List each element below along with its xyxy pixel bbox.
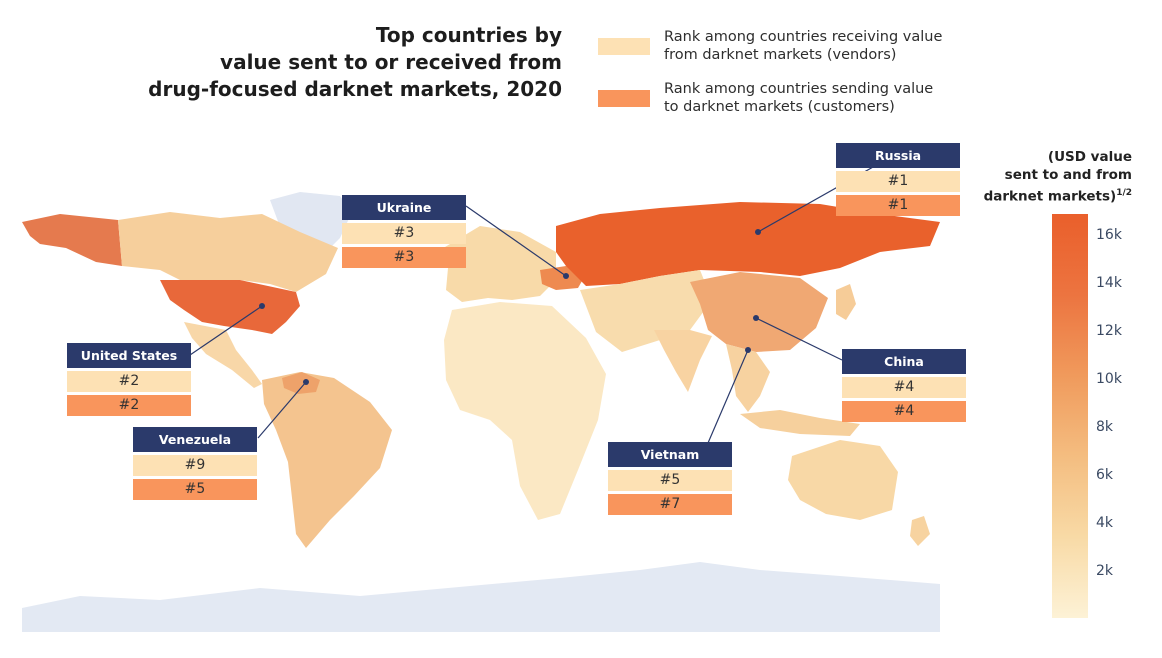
callout-country-name: Vietnam (608, 442, 732, 467)
callout-country-name: United States (67, 343, 191, 368)
leader-line-china (755, 317, 843, 361)
legend-customers-line-2: to darknet markets (customers) (664, 99, 895, 115)
antarctica (22, 562, 940, 632)
leader-line-vietnam (707, 349, 749, 444)
legend-swatch-vendors (598, 38, 650, 55)
leader-line-ukraine (465, 205, 567, 277)
legend-vendors-line-2: from darknet markets (vendors) (664, 47, 897, 63)
alaska (22, 214, 122, 266)
marker-venezuela (303, 379, 309, 385)
leader-line-united-states (189, 305, 263, 356)
legend-swatch-customers (598, 90, 650, 107)
africa (444, 302, 606, 520)
vendor-rank: #9 (133, 455, 257, 476)
vendor-rank: #2 (67, 371, 191, 392)
legend-item-vendors: Rank among countries receiving value fro… (598, 28, 998, 74)
marker-ukraine (563, 273, 569, 279)
marker-vietnam (745, 347, 751, 353)
scale-tick: 12k (1096, 323, 1122, 339)
legend-item-customers: Rank among countries sending value to da… (598, 80, 998, 126)
customer-rank: #4 (842, 401, 966, 422)
callout-china: China #4 #4 (842, 349, 966, 422)
scale-tick: 10k (1096, 371, 1122, 387)
callout-united-states: United States #2 #2 (67, 343, 191, 416)
vendor-rank: #4 (842, 377, 966, 398)
scale-tick: 8k (1096, 419, 1114, 435)
customer-rank: #3 (342, 247, 466, 268)
callout-venezuela: Venezuela #9 #5 (133, 427, 257, 500)
indonesia (740, 410, 860, 436)
mexico-central-america (184, 322, 262, 388)
china (690, 272, 828, 352)
scale-title-line-1: (USD value (1047, 149, 1132, 165)
callout-country-name: China (842, 349, 966, 374)
leader-line-venezuela (257, 381, 307, 439)
india (654, 330, 712, 392)
scale-tick: 6k (1096, 467, 1114, 483)
new-zealand (910, 516, 930, 546)
legend-label-customers: Rank among countries sending value to da… (664, 80, 994, 116)
europe (440, 226, 556, 302)
legend-label-vendors: Rank among countries receiving value fro… (664, 28, 994, 64)
marker-china (753, 315, 759, 321)
color-scale-bar (1052, 214, 1088, 618)
title-line-3: drug-focused darknet markets, 2020 (148, 77, 562, 101)
vendor-rank: #1 (836, 171, 960, 192)
vendor-rank: #5 (608, 470, 732, 491)
scale-title-exponent: 1/2 (1116, 188, 1132, 198)
color-scale-title: (USD value sent to and from darknet mark… (972, 148, 1132, 206)
customer-rank: #2 (67, 395, 191, 416)
marker-united-states (259, 303, 265, 309)
japan (836, 284, 856, 320)
title-line-1: Top countries by (375, 23, 562, 47)
scale-tick: 4k (1096, 515, 1114, 531)
legend-customers-line-1: Rank among countries sending value (664, 81, 934, 97)
venezuela (282, 372, 320, 394)
russia (556, 202, 940, 286)
scale-tick: 16k (1096, 227, 1122, 243)
chart-title: Top countries by value sent to or receiv… (120, 22, 562, 103)
australia (788, 440, 898, 520)
marker-russia (755, 229, 761, 235)
south-america (262, 372, 392, 548)
canada (118, 212, 338, 292)
southeast-asia (726, 344, 770, 412)
customer-rank: #5 (133, 479, 257, 500)
callout-country-name: Russia (836, 143, 960, 168)
customer-rank: #1 (836, 195, 960, 216)
vendor-rank: #3 (342, 223, 466, 244)
scale-title-line-2: sent to and from (1004, 167, 1132, 183)
scale-tick: 14k (1096, 275, 1122, 291)
callout-vietnam: Vietnam #5 #7 (608, 442, 732, 515)
callout-country-name: Ukraine (342, 195, 466, 220)
callout-russia: Russia #1 #1 (836, 143, 960, 216)
scale-title-line-3: darknet markets) (983, 188, 1117, 205)
scale-tick: 2k (1096, 563, 1114, 579)
customer-rank: #7 (608, 494, 732, 515)
callout-country-name: Venezuela (133, 427, 257, 452)
callout-ukraine: Ukraine #3 #3 (342, 195, 466, 268)
title-line-2: value sent to or received from (220, 50, 562, 74)
legend-vendors-line-1: Rank among countries receiving value (664, 29, 943, 45)
united-states (160, 280, 300, 334)
